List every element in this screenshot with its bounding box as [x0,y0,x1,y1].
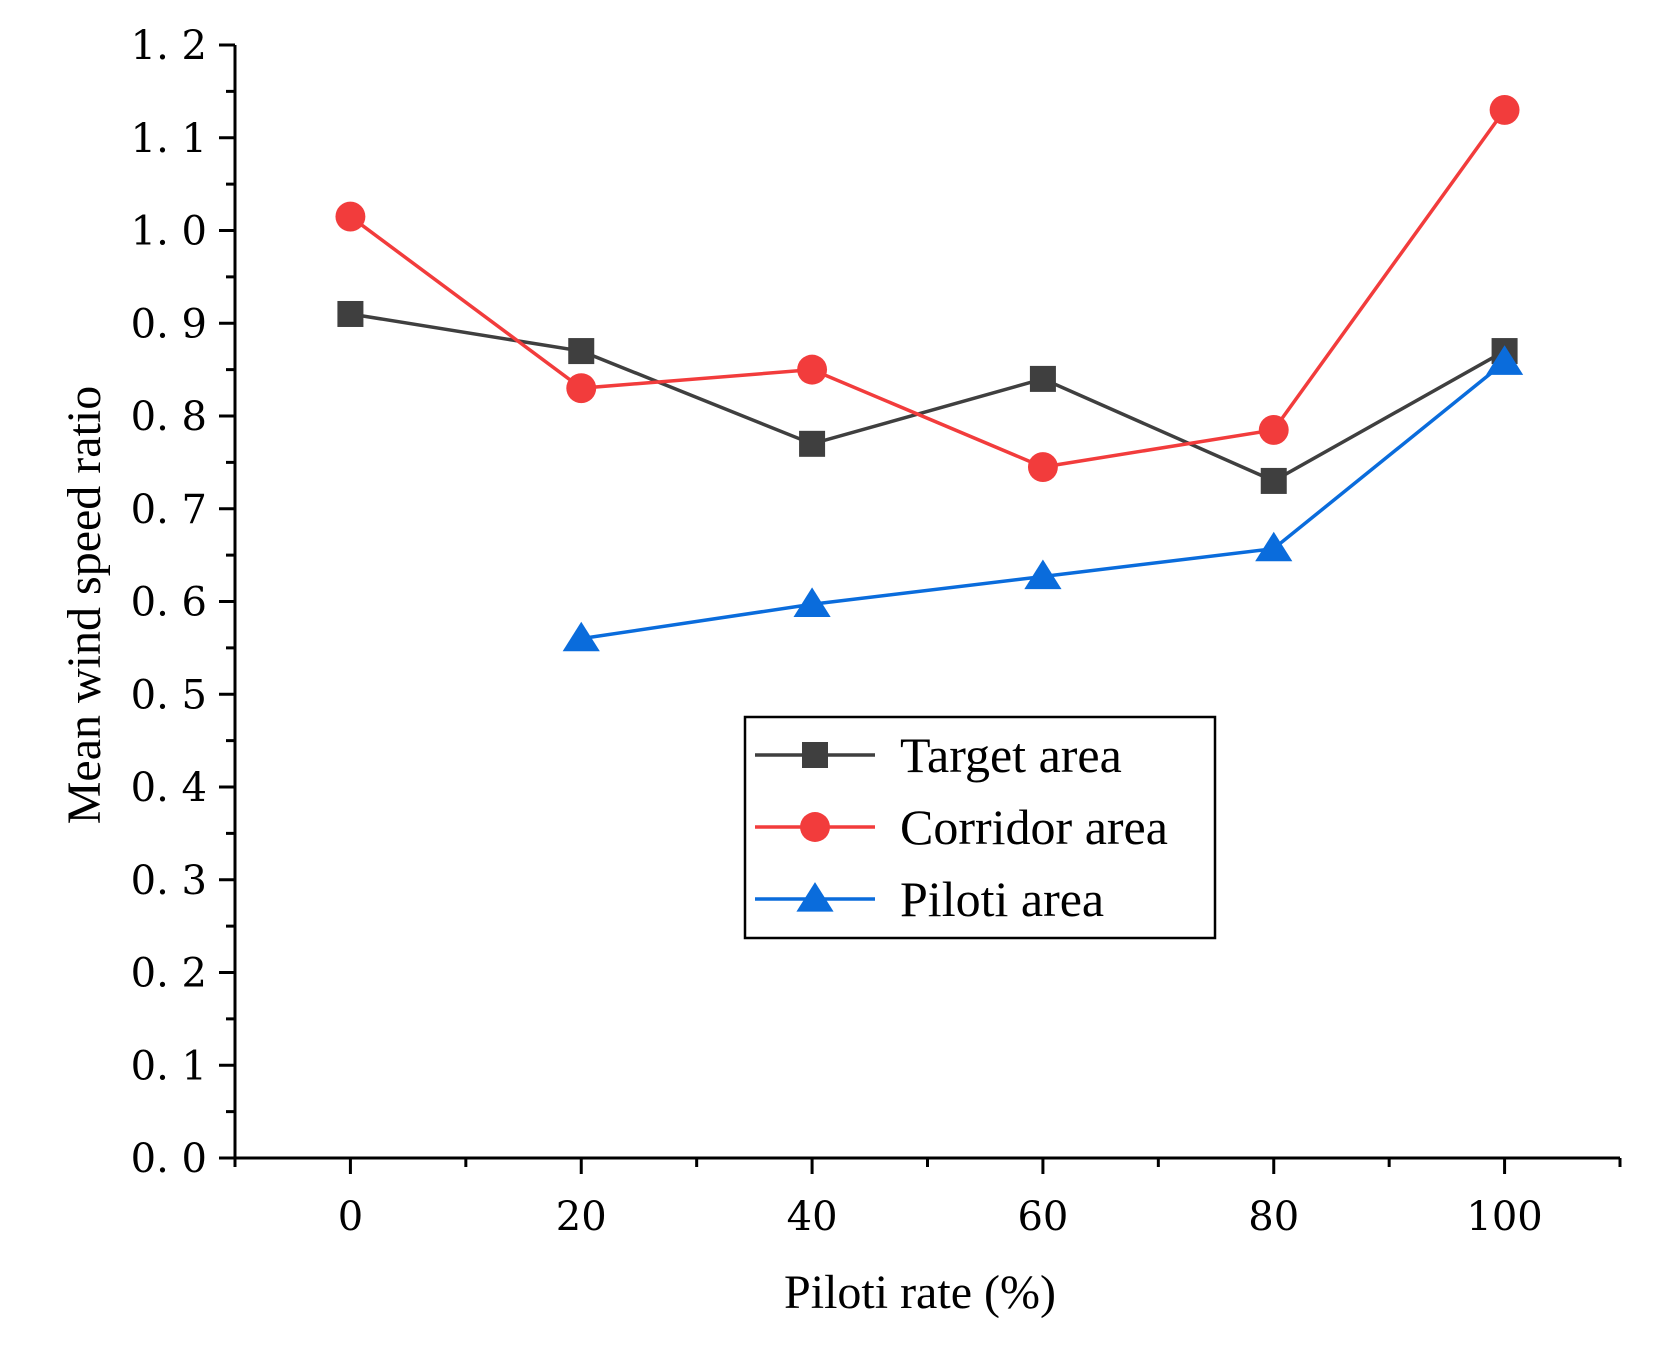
series-piloti-area [562,345,1524,652]
y-tick-label: 0. 8 [131,394,207,440]
y-tick-label: 0. 6 [131,580,207,626]
legend-label: Piloti area [900,871,1104,927]
data-point [1255,531,1293,562]
y-tick-label: 0. 7 [131,487,207,533]
legend-marker [796,882,834,912]
series-line [580,360,1506,641]
data-point [337,300,364,327]
legend-item: Corridor area [755,799,1168,855]
data-point [793,587,831,617]
data-point [799,430,826,457]
data-point [1258,414,1289,445]
data-point [797,354,828,385]
series-line [350,312,1506,483]
y-tick-label: 0. 4 [131,765,207,811]
data-point [1260,467,1287,494]
x-tick-label: 100 [1466,1194,1542,1240]
series-corridor-area [335,94,1520,482]
y-tick-label: 1. 2 [131,23,207,69]
x-tick-label: 0 [338,1194,363,1240]
y-tick-label: 0. 2 [131,951,207,997]
y-tick-label: 0. 3 [131,858,207,904]
y-tick-label: 0. 1 [131,1043,207,1089]
legend-label: Corridor area [900,799,1168,855]
data-point [1029,365,1056,392]
y-tick-label: 1. 1 [131,116,207,162]
data-point [1024,559,1062,590]
data-point [1489,94,1520,125]
x-axis-ticks: 0 20 40 60 80 100 [233,1158,1622,1240]
data-point [562,621,600,652]
data-point [1027,452,1058,482]
y-axis-ticks: 0. 0 0. 1 0. 2 0. 3 0. 4 0. 5 0. 6 0. 7 0. 8 0. 9… [131,23,235,1182]
series-layer [335,94,1524,652]
y-axis-title: Mean wind speed ratio [58,386,111,825]
legend-label: Target area [900,727,1122,783]
y-tick-label: 0. 5 [131,672,207,718]
legend-marker [802,742,828,768]
legend: Target area Corridor area Piloti area [743,715,1217,940]
legend-item: Target area [755,727,1122,783]
data-point [566,373,597,404]
x-tick-label: 20 [556,1194,607,1240]
data-point [568,338,595,365]
series-line [349,108,1507,469]
series-target-area [337,300,1518,494]
data-point [335,201,366,232]
y-tick-label: 1. 0 [131,209,207,255]
x-tick-label: 40 [787,1194,838,1240]
x-tick-label: 60 [1017,1194,1068,1240]
legend-marker [800,812,830,842]
x-tick-label: 80 [1248,1194,1299,1240]
x-axis-title: Piloti rate (%) [784,1266,1056,1319]
legend-item: Piloti area [755,871,1104,927]
y-tick-label: 0. 9 [131,301,207,347]
data-point [1485,345,1524,375]
y-tick-label: 0. 0 [131,1136,207,1182]
